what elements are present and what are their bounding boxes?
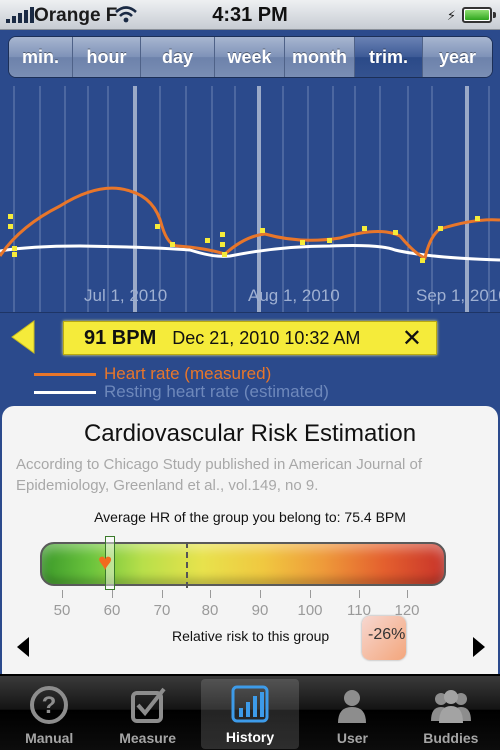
relative-risk-label: Relative risk to this group <box>172 628 330 644</box>
chart-legend: Heart rate (measured) Resting heart rate… <box>0 362 500 406</box>
measured-hr-line <box>0 186 500 261</box>
selected-bpm: 91 BPM <box>84 326 157 349</box>
period-trimester[interactable]: trim. <box>355 37 423 77</box>
selection-bar: 91 BPM Dec 21, 2010 10:32 AM ✕ <box>0 312 500 362</box>
battery-icon <box>462 7 496 23</box>
period-min[interactable]: min. <box>9 37 73 77</box>
tab-buddies[interactable]: Buddies <box>402 676 500 750</box>
carrier-name: Orange F <box>34 5 118 26</box>
risk-title: Cardiovascular Risk Estimation <box>83 420 417 447</box>
scale-label: 110 <box>347 602 371 619</box>
legend-estimated-label: Resting heart rate (estimated) <box>104 382 329 401</box>
data-point-markers <box>8 214 480 263</box>
risk-panel: Cardiovascular Risk Estimation According… <box>2 406 498 674</box>
average-hr-text: Average HR of the group you belong to: 7… <box>94 509 406 525</box>
scale-label: 100 <box>297 602 323 619</box>
legend-measured-label: Heart rate (measured) <box>104 364 272 383</box>
scale-label: 90 <box>251 602 269 619</box>
heart-icon: ♥ <box>98 549 113 576</box>
tab-label: Manual <box>25 730 74 746</box>
tab-user[interactable]: User <box>303 676 401 750</box>
period-day[interactable]: day <box>141 37 215 77</box>
x-tick-jul: Jul 1, 2010 <box>84 286 167 305</box>
risk-gradient-bar <box>40 542 446 586</box>
scale-label: 80 <box>201 602 219 619</box>
x-tick-aug: Aug 1, 2010 <box>248 286 340 305</box>
close-icon[interactable]: ✕ <box>401 325 422 352</box>
tab-bar: ? Manual Measure History User <box>0 676 500 750</box>
relative-risk-badge <box>362 616 406 660</box>
selected-point-readout: 91 BPM Dec 21, 2010 10:32 AM ✕ <box>63 321 437 355</box>
tab-label: User <box>336 730 368 746</box>
relative-risk-value: -26% <box>368 626 406 643</box>
history-chart-panel: min. hour day week month trim. year <box>0 30 500 312</box>
tab-manual[interactable]: ? Manual <box>0 676 98 750</box>
user-icon <box>329 682 375 728</box>
heart-rate-chart[interactable]: Jul 1, 2010 Aug 1, 2010 Sep 1, 2010 <box>0 86 500 312</box>
legend-item-estimated: Resting heart rate (estimated) <box>34 382 329 402</box>
checkbox-heart-icon <box>125 682 171 728</box>
period-month[interactable]: month <box>285 37 355 77</box>
resting-hr-line <box>0 244 500 262</box>
scale-label: 60 <box>103 602 121 619</box>
scale-label: 120 <box>394 602 420 619</box>
tab-measure[interactable]: Measure <box>98 676 196 750</box>
period-year[interactable]: year <box>423 37 492 77</box>
wifi-icon <box>115 6 137 23</box>
risk-source: According to Chicago Study published in … <box>16 456 423 494</box>
previous-page-arrow-icon[interactable] <box>16 636 30 658</box>
svg-text:?: ? <box>42 692 57 719</box>
tab-label: Buddies <box>423 730 479 746</box>
status-time: 4:31 PM <box>212 4 288 26</box>
x-tick-sep: Sep 1, 2010 <box>416 286 500 305</box>
tab-history[interactable]: History <box>200 679 300 749</box>
charging-icon: ⚡ <box>446 8 456 23</box>
period-hour[interactable]: hour <box>73 37 141 77</box>
legend-item-measured: Heart rate (measured) <box>34 364 271 384</box>
hr-scale: 50 60 70 80 90 100 110 120 <box>2 590 498 620</box>
scale-label: 50 <box>53 602 71 619</box>
signal-strength-icon <box>6 7 34 23</box>
next-page-arrow-icon[interactable] <box>472 636 486 658</box>
tab-label: History <box>225 729 275 745</box>
previous-point-arrow-icon[interactable] <box>10 319 36 355</box>
user-hr-marker <box>105 536 115 590</box>
group-average-marker <box>186 542 188 588</box>
status-bar: Orange F 4:31 PM ⚡ <box>0 0 500 30</box>
selected-datetime: Dec 21, 2010 10:32 AM <box>172 327 361 348</box>
tab-label: Measure <box>119 730 177 746</box>
chart-bars-icon <box>227 681 273 727</box>
scale-label: 70 <box>153 602 171 619</box>
group-icon <box>428 682 474 728</box>
question-icon: ? <box>26 682 72 728</box>
period-selector: min. hour day week month trim. year <box>8 36 493 78</box>
period-week[interactable]: week <box>215 37 285 77</box>
